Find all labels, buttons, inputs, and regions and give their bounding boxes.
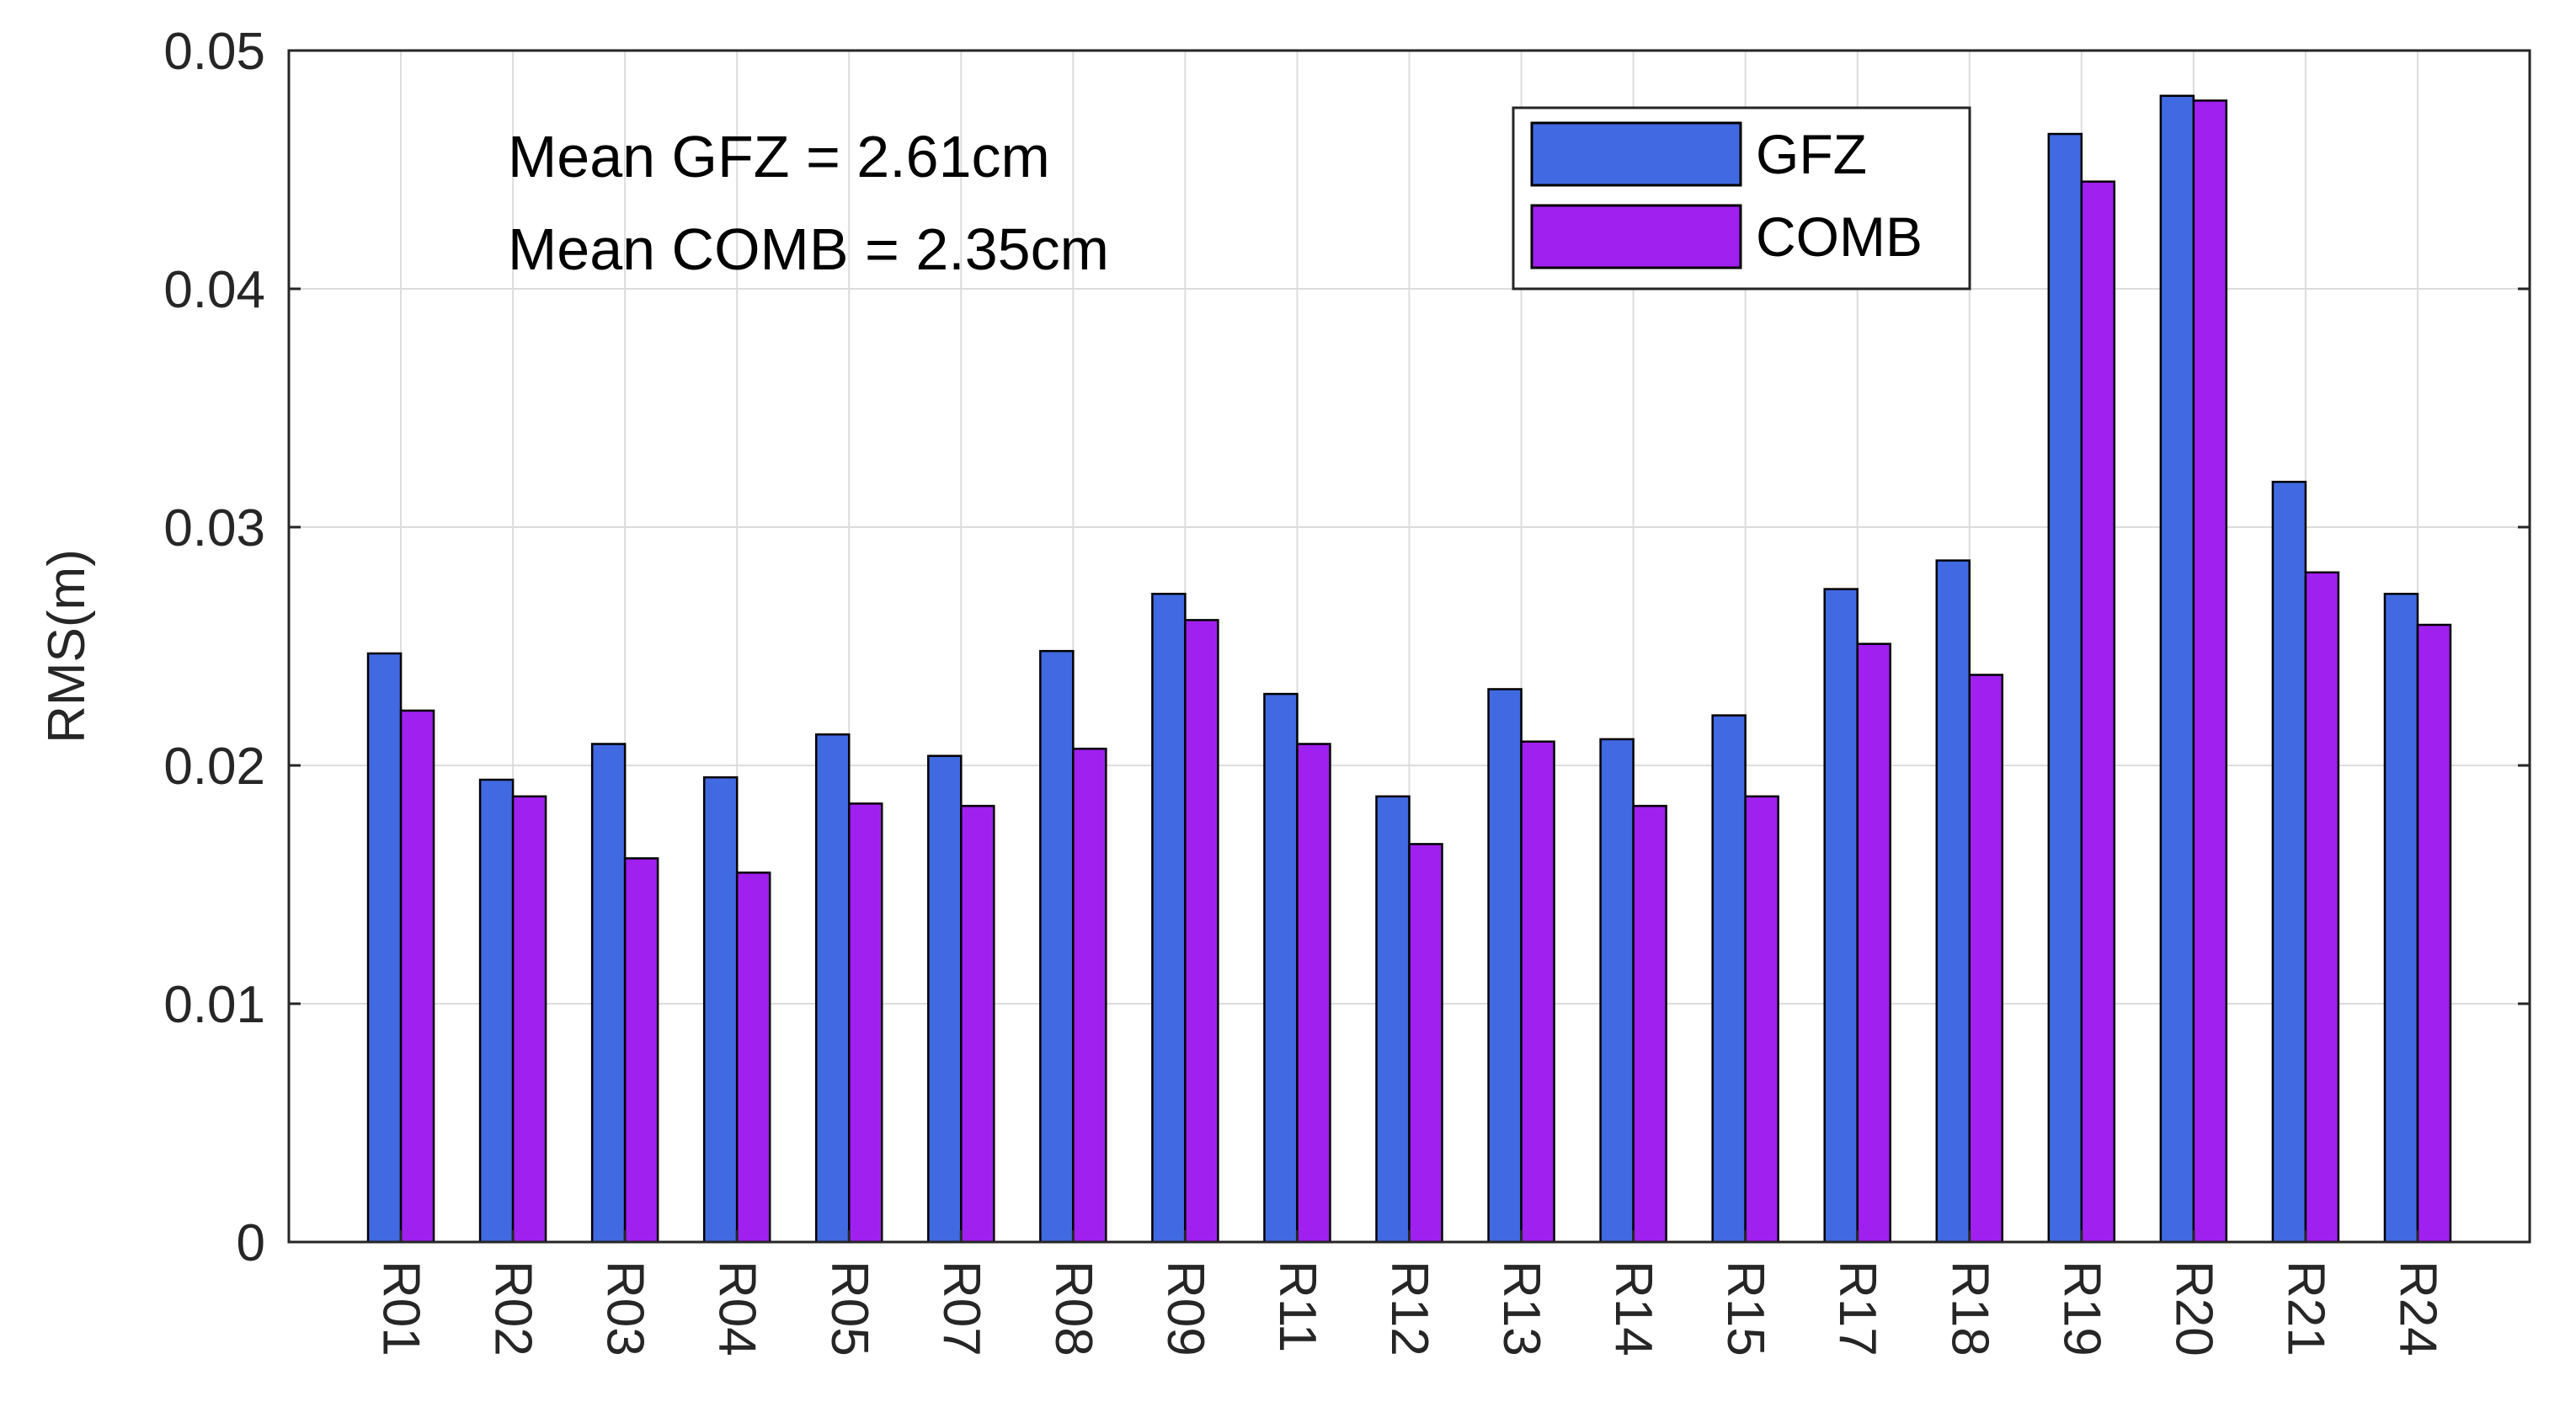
bar-gfz-r08: [1039, 649, 1075, 1244]
x-axis: R01 R02 R03 R04 R05 R07 R08 R09 R11 R12 R13 R14 R15 R…: [372, 1230, 2446, 1357]
bar-gfz-r19: [2047, 132, 2083, 1244]
bar-comb-r21: [2304, 571, 2340, 1244]
bar-gfz-r24: [2383, 592, 2419, 1244]
bar-gfz-r17: [1823, 588, 1859, 1244]
y-tick-label: 0.01: [163, 976, 265, 1034]
bar-gfz-r07: [927, 754, 963, 1244]
x-tick-label: R13: [1492, 1261, 1550, 1357]
bar-comb-r04: [735, 872, 771, 1244]
bar-comb-r03: [623, 857, 659, 1244]
bar-gfz-r13: [1487, 688, 1523, 1244]
bar-gfz-r11: [1263, 692, 1299, 1244]
bar-gfz-r03: [590, 743, 627, 1244]
y-axis: 0 0.01 0.02 0.03 0.04 0.05: [163, 23, 2530, 1272]
y-tick-label: 0.02: [163, 738, 265, 796]
y-tick-label: 0.05: [163, 23, 265, 81]
x-tick-label: R20: [2164, 1261, 2222, 1357]
bar-comb-r13: [1520, 740, 1555, 1244]
bar-gfz-r14: [1599, 738, 1635, 1244]
y-axis-label: RMS(m): [38, 549, 96, 744]
bar-comb-r07: [960, 804, 995, 1244]
annotation-mean-gfz: Mean GFZ = 2.61cm: [508, 124, 1050, 189]
bar-comb-r12: [1408, 843, 1443, 1244]
bar-gfz-r15: [1711, 714, 1747, 1244]
x-tick-label: R19: [2052, 1261, 2110, 1357]
bar-comb-r01: [399, 709, 435, 1244]
x-tick-label: R12: [1380, 1261, 1438, 1357]
bar-gfz-r09: [1151, 592, 1187, 1244]
x-tick-label: R01: [372, 1261, 430, 1357]
bar-comb-r15: [1744, 795, 1779, 1244]
bar-gfz-r20: [2159, 94, 2195, 1244]
bar-comb-r09: [1184, 619, 1219, 1244]
bar-comb-r20: [2192, 99, 2228, 1244]
bar-comb-r19: [2080, 180, 2116, 1244]
x-tick-label: R24: [2388, 1261, 2446, 1357]
annotation-mean-comb: Mean COMB = 2.35cm: [508, 216, 1109, 282]
bar-comb-r05: [848, 802, 883, 1244]
x-tick-label: R03: [596, 1261, 654, 1357]
bar-gfz-r18: [1935, 559, 1971, 1244]
bar-gfz-r12: [1375, 795, 1411, 1244]
legend-label-comb: COMB: [1756, 205, 1923, 268]
bar-comb-r14: [1632, 804, 1667, 1244]
legend-swatch-gfz: [1530, 121, 1742, 187]
x-tick-label: R18: [1940, 1261, 1998, 1357]
bar-gfz-r05: [815, 733, 851, 1244]
x-tick-label: R11: [1268, 1261, 1326, 1352]
x-tick-label: R05: [820, 1261, 878, 1357]
x-tick-label: R21: [2276, 1261, 2334, 1357]
bar-comb-r08: [1072, 747, 1107, 1244]
x-tick-label: R04: [708, 1261, 766, 1357]
x-tick-label: R17: [1828, 1261, 1886, 1357]
bar-comb-r11: [1296, 743, 1331, 1244]
y-tick-label: 0.03: [163, 499, 265, 557]
bars: [366, 94, 2452, 1244]
y-tick-label: 0: [237, 1214, 265, 1272]
legend: GFZ COMB: [1512, 106, 1971, 291]
bar-comb-r18: [1968, 674, 2003, 1244]
x-tick-label: R07: [932, 1261, 990, 1357]
bar-gfz-r02: [478, 778, 515, 1244]
x-tick-label: R14: [1604, 1261, 1662, 1357]
legend-label-gfz: GFZ: [1756, 123, 1867, 185]
x-tick-label: R08: [1044, 1261, 1102, 1357]
bar-comb-r02: [511, 795, 547, 1244]
bar-gfz-r21: [2271, 480, 2307, 1244]
x-tick-label: R09: [1156, 1261, 1214, 1357]
y-tick-label: 0.04: [163, 261, 265, 319]
x-tick-label: R15: [1716, 1261, 1774, 1357]
bar-gfz-r04: [702, 776, 739, 1244]
bar-gfz-r01: [366, 652, 403, 1244]
bar-comb-r24: [2416, 623, 2452, 1244]
bar-comb-r17: [1856, 642, 1891, 1244]
x-tick-label: R02: [484, 1261, 542, 1357]
legend-swatch-comb: [1530, 204, 1742, 269]
